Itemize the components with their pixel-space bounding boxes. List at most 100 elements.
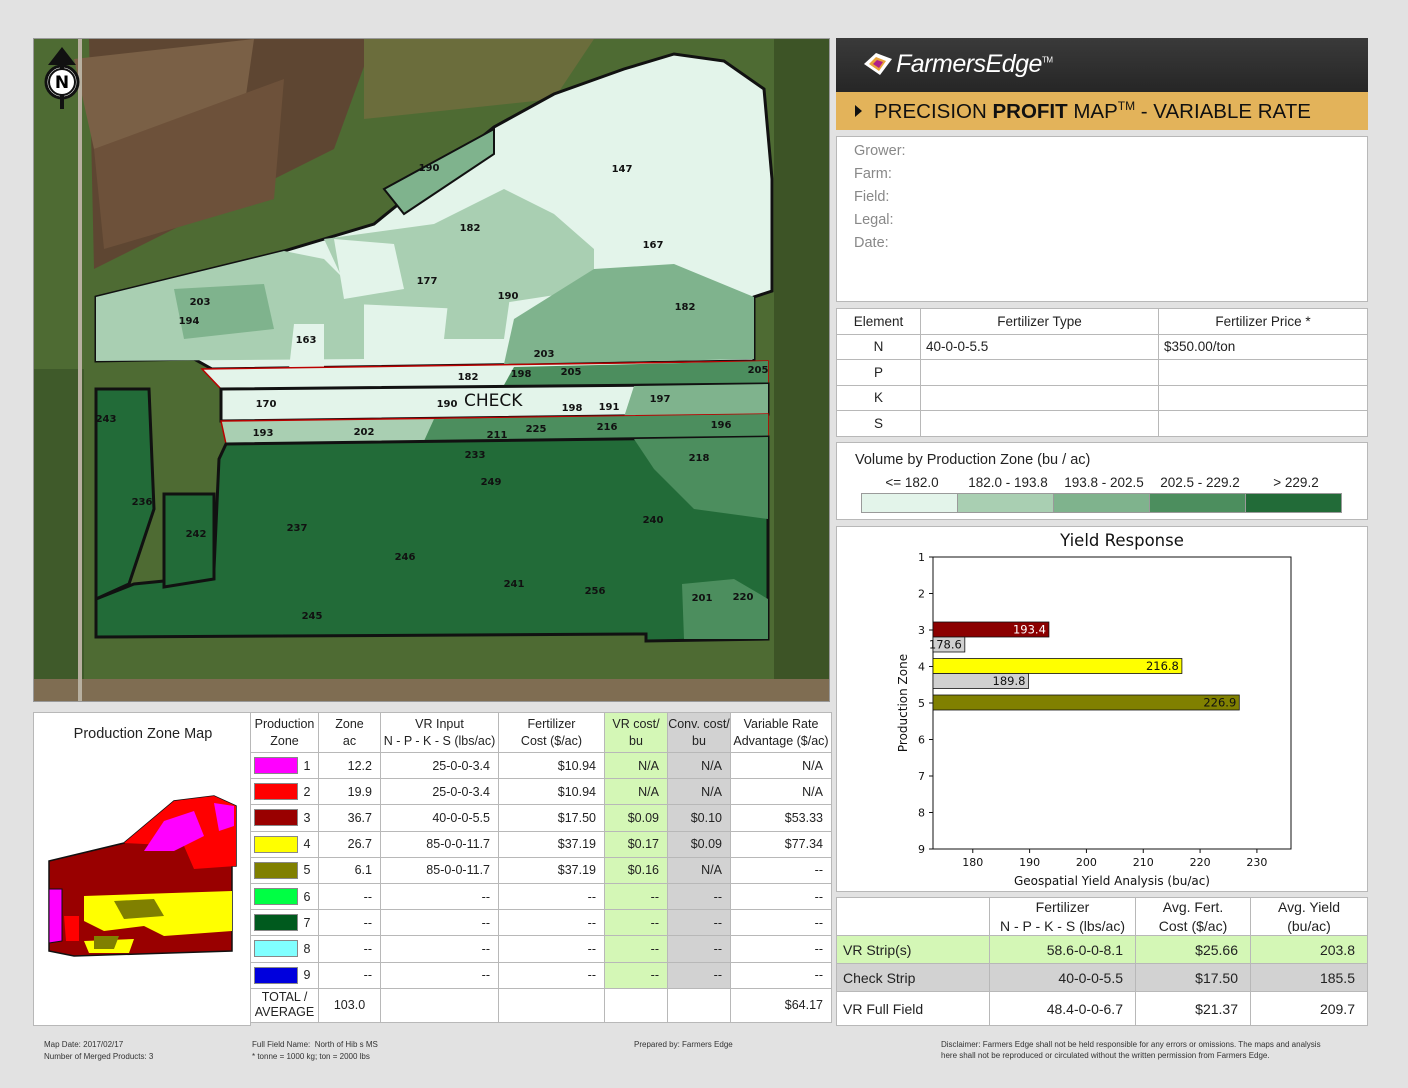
zone-table: Production Zone Zone ac VR Input N - P - K … — [250, 712, 832, 1023]
zone-ac: 36.7 — [318, 804, 381, 832]
summary-cost: $25.66 — [1135, 935, 1251, 964]
summary-fert: 48.4-0-0-6.7 — [989, 991, 1136, 1026]
zone-cost: -- — [498, 909, 605, 937]
zone-number: 5 — [303, 863, 311, 878]
zone-vr-cost: N/A — [604, 751, 668, 780]
zone-yield-label: 203 — [190, 297, 211, 308]
zone-advantage: N/A — [730, 751, 832, 780]
zone-total-blank — [667, 987, 731, 1023]
fert-price — [1158, 359, 1368, 386]
zone-row: 7 -- -- -- -- -- -- — [250, 909, 832, 937]
x-tick-label: 230 — [1246, 856, 1267, 869]
zone-total-label: TOTAL / AVERAGE — [250, 987, 319, 1023]
fert-type: 40-0-0-5.5 — [920, 333, 1159, 360]
volume-range-label: 182.0 - 193.8 — [968, 475, 1048, 490]
zone-row: 9 -- -- -- -- -- -- — [250, 961, 832, 989]
y-tick-label: 1 — [918, 551, 925, 564]
bar-zone-3-check — [932, 636, 966, 653]
zone-vr-cost: N/A — [604, 778, 668, 806]
bar-value-label: 178.6 — [929, 638, 962, 652]
zone-row: 2 19.9 25-0-0-3.4 $10.94 N/A N/A N/A — [250, 778, 832, 806]
zone-ac: -- — [318, 882, 381, 911]
zone-conv-cost: N/A — [667, 856, 731, 884]
zone-conv-cost: -- — [667, 909, 731, 937]
zone-cost: $37.19 — [498, 830, 605, 858]
brand-header: FarmersEdgeTM — [836, 38, 1368, 92]
fert-header-price: Fertilizer Price * — [1158, 308, 1368, 335]
farmers-edge-logo-icon — [864, 53, 892, 75]
zone-cost: $10.94 — [498, 751, 605, 780]
summary-yield: 209.7 — [1250, 991, 1368, 1026]
zone-number: 1 — [303, 758, 311, 773]
zone-total-advantage: $64.17 — [730, 987, 832, 1023]
disclaimer-line-1: Disclaimer: Farmers Edge shall not be he… — [941, 1040, 1321, 1049]
zone-cell: 8 — [250, 935, 319, 963]
zone-yield-label: 197 — [650, 394, 671, 405]
zone-row: 6 -- -- -- -- -- -- — [250, 882, 832, 911]
zone-row: 1 12.2 25-0-0-3.4 $10.94 N/A N/A N/A — [250, 751, 832, 780]
zone-yield-label: 198 — [511, 369, 532, 380]
zone-advantage: $53.33 — [730, 804, 832, 832]
zone-ac: 6.1 — [318, 856, 381, 884]
zone-labels: 190 147 182 167 177 190 182 203 194 163 203 182 198 2… — [96, 163, 769, 622]
farm-label: Farm: — [854, 166, 892, 182]
zone-color-swatch — [254, 914, 298, 932]
zone-yield-label: 243 — [96, 414, 117, 425]
zone-yield-label: 225 — [526, 424, 547, 435]
volume-range-label: > 229.2 — [1273, 475, 1319, 490]
zone-cost: $17.50 — [498, 804, 605, 832]
x-tick-label: 200 — [1076, 856, 1097, 869]
zone-color-swatch — [254, 888, 298, 906]
zone-advantage: -- — [730, 882, 832, 911]
production-zone-map-title: Production Zone Map — [73, 726, 213, 742]
fert-price: $350.00/ton — [1158, 333, 1368, 360]
zone-input: 40-0-0-5.5 — [380, 804, 499, 832]
zone-cost: -- — [498, 935, 605, 963]
zone-header-ac: Zone ac — [318, 712, 381, 753]
zone-row: 3 36.7 40-0-0-5.5 $17.50 $0.09 $0.10 $53.33 — [250, 804, 832, 832]
bar-zone-4-vr — [932, 658, 1183, 674]
fert-type — [920, 384, 1159, 411]
yield-zone-map: N CHECK 190 147 182 167 177 190 182 203 194 163 20… — [33, 38, 830, 702]
volume-swatch — [1149, 493, 1246, 513]
zone-color-swatch — [254, 966, 298, 984]
zone-yield-label: 246 — [395, 552, 416, 563]
zone-color-swatch — [254, 783, 298, 801]
zone-number: 4 — [303, 837, 311, 852]
zone-vr-cost: -- — [604, 961, 668, 989]
zone-advantage: $77.34 — [730, 830, 832, 858]
zone-yield-label: 202 — [354, 427, 375, 438]
zone-cost: -- — [498, 882, 605, 911]
summary-cost: $21.37 — [1135, 991, 1251, 1026]
zone-input: -- — [380, 909, 499, 937]
zone-conv-cost: -- — [667, 882, 731, 911]
zone-yield-label: 167 — [643, 240, 664, 251]
field-label: Field: — [854, 189, 890, 205]
fert-header-element: Element — [836, 308, 921, 335]
map-date: Map Date: 2017/02/17 — [44, 1040, 124, 1049]
north-arrow-icon: N — [44, 47, 80, 109]
summary-cost: $17.50 — [1135, 963, 1251, 992]
zone-header-cost: Fertilizer Cost ($/ac) — [498, 712, 605, 753]
y-tick-label: 3 — [918, 624, 925, 637]
summary-header-yield: Avg. Yield (bu/ac) — [1250, 897, 1368, 936]
zone-header-vr-cost: VR cost/bu — [604, 712, 668, 753]
zone-yield-label: 205 — [748, 365, 769, 376]
summary-row-full-field: VR Full Field 48.4-0-0-6.7 $21.37 209.7 — [836, 991, 1368, 1026]
zone-yield-label: 256 — [585, 586, 606, 597]
zone-yield-label: 182 — [460, 223, 481, 234]
zone-color-swatch — [254, 809, 298, 827]
zone-yield-label: 147 — [612, 164, 633, 175]
x-axis-label: Geospatial Yield Analysis (bu/ac) — [1014, 874, 1210, 888]
zone-number: 7 — [303, 915, 311, 930]
grower-label: Grower: — [854, 143, 906, 159]
volume-swatch — [1053, 493, 1150, 513]
zone-yield-label: 205 — [561, 367, 582, 378]
summary-fert: 58.6-0-0-8.1 — [989, 935, 1136, 964]
zone-yield-label: 218 — [689, 453, 710, 464]
zone-ac: -- — [318, 961, 381, 989]
summary-header — [836, 897, 990, 936]
volume-swatch — [1245, 493, 1342, 513]
fert-element: P — [836, 359, 921, 386]
zone-yield-label: 196 — [711, 420, 732, 431]
